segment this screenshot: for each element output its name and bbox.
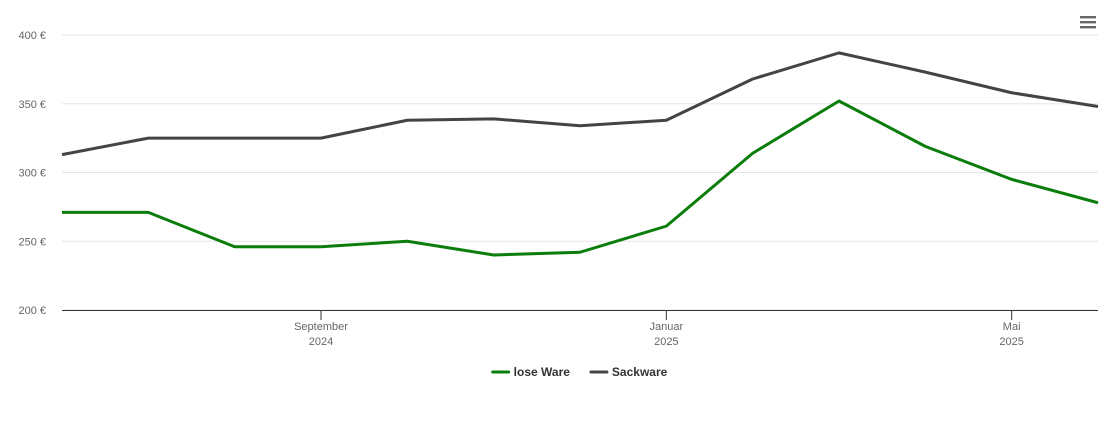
x-tick-label: September: [294, 321, 348, 333]
x-tick-label: Januar: [650, 321, 684, 333]
x-tick-label: 2025: [654, 336, 678, 348]
x-tick-label: 2024: [309, 336, 333, 348]
y-tick-label: 400 €: [18, 30, 46, 42]
series-line: [61, 51, 1099, 157]
legend-label: lose Ware: [514, 365, 571, 379]
y-tick-label: 300 €: [18, 168, 46, 180]
legend: lose Ware Sackware: [491, 365, 668, 379]
series-line: [62, 99, 1099, 257]
legend-label: Sackware: [612, 365, 668, 379]
x-tick-label: Mai: [1003, 321, 1021, 333]
menu-button[interactable]: [1078, 14, 1098, 32]
x-tick-label: 2025: [999, 336, 1023, 348]
y-tick-label: 200 €: [18, 305, 46, 317]
menu-bar: [1080, 21, 1096, 24]
menu-bar: [1080, 26, 1096, 29]
y-tick-label: 250 €: [18, 236, 46, 248]
y-tick-label: 350 €: [18, 99, 46, 111]
menu-bar: [1080, 16, 1096, 19]
